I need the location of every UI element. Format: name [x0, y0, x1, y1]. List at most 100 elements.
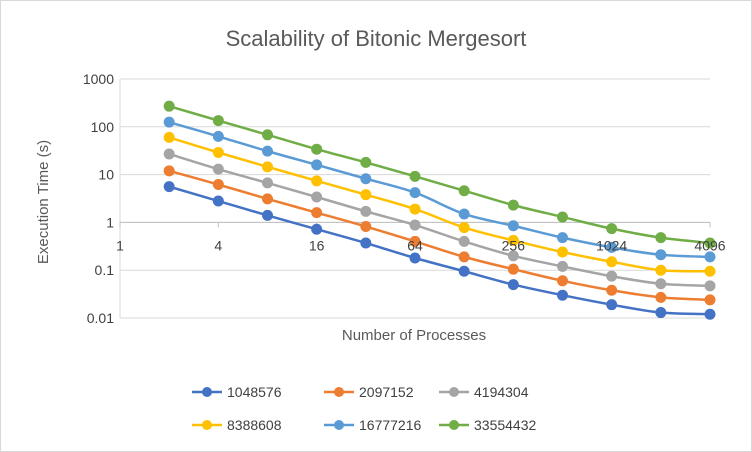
- x-tick-label: 4: [214, 237, 222, 253]
- y-tick-label: 1000: [83, 71, 114, 87]
- data-point: [311, 207, 323, 219]
- chart-title: Scalability of Bitonic Mergesort: [226, 26, 527, 51]
- y-tick-label: 10: [98, 167, 114, 183]
- legend-marker: [449, 387, 459, 397]
- data-point: [655, 232, 667, 244]
- data-point: [212, 163, 224, 175]
- data-point: [262, 161, 273, 173]
- legend-label: 1048576: [227, 384, 282, 400]
- data-point: [704, 308, 716, 320]
- data-point: [409, 219, 421, 231]
- data-point: [557, 260, 568, 272]
- series-8388608: [163, 131, 716, 277]
- data-point: [557, 232, 568, 244]
- series-layer: [163, 100, 716, 320]
- data-point: [704, 251, 716, 263]
- legend-item: 16777216: [324, 417, 422, 433]
- series-4194304: [163, 148, 716, 292]
- data-point: [507, 199, 519, 211]
- series-1048576: [163, 181, 716, 320]
- y-tick-label: 1: [106, 214, 114, 230]
- data-point: [557, 275, 568, 287]
- data-point: [704, 280, 716, 292]
- data-point: [458, 222, 470, 234]
- legend-item: 2097152: [324, 384, 414, 400]
- data-point: [606, 284, 618, 296]
- legend-item: 33554432: [439, 417, 537, 433]
- legend-label: 33554432: [474, 417, 537, 433]
- series-line: [168, 169, 711, 302]
- legend-marker: [334, 420, 344, 430]
- y-tick-label: 0.01: [87, 310, 114, 326]
- data-point: [704, 265, 716, 277]
- data-point: [507, 279, 519, 291]
- legend-label: 16777216: [359, 417, 422, 433]
- data-point: [606, 270, 618, 282]
- legend-item: 8388608: [192, 417, 282, 433]
- data-point: [557, 289, 568, 301]
- data-point: [507, 250, 519, 262]
- data-point: [311, 175, 323, 187]
- legend-label: 4194304: [474, 384, 529, 400]
- legend-marker: [202, 420, 212, 430]
- data-point: [212, 146, 224, 158]
- data-point: [360, 156, 372, 168]
- data-point: [458, 265, 470, 277]
- data-point: [606, 223, 618, 235]
- series-33554432: [163, 100, 716, 249]
- legend-item: 1048576: [192, 384, 282, 400]
- data-point: [655, 264, 667, 276]
- x-axis-label: Number of Processes: [342, 327, 486, 344]
- data-point: [163, 116, 175, 128]
- data-point: [704, 294, 716, 306]
- data-point: [409, 252, 421, 264]
- x-tick-label: 64: [407, 237, 423, 253]
- data-point: [606, 299, 618, 311]
- data-point: [507, 220, 519, 232]
- x-tick-label: 1: [116, 237, 124, 253]
- data-point: [704, 237, 716, 249]
- data-point: [212, 130, 224, 142]
- data-point: [557, 211, 568, 223]
- x-tick-label: 4096: [694, 237, 725, 253]
- data-point: [507, 263, 519, 275]
- data-point: [262, 177, 273, 189]
- data-point: [212, 195, 224, 207]
- data-point: [163, 181, 175, 193]
- data-point: [311, 223, 323, 235]
- data-point: [458, 251, 470, 263]
- data-point: [360, 189, 372, 201]
- data-point: [655, 278, 667, 290]
- data-point: [311, 143, 323, 155]
- data-point: [262, 145, 273, 157]
- y-tick-label: 100: [91, 119, 115, 135]
- data-point: [262, 193, 273, 205]
- data-point: [458, 208, 470, 220]
- legend: 1048576 2097152 4194304 8388608 16777216 3355…: [192, 384, 537, 433]
- x-tick-label: 1024: [596, 237, 627, 253]
- series-2097152: [163, 165, 716, 306]
- legend-marker: [202, 387, 212, 397]
- legend-item: 4194304: [439, 384, 529, 400]
- data-point: [163, 100, 175, 112]
- data-point: [360, 205, 372, 217]
- legend-marker: [449, 420, 459, 430]
- data-point: [163, 131, 175, 143]
- legend-label: 8388608: [227, 417, 282, 433]
- data-point: [458, 235, 470, 247]
- data-point: [409, 170, 421, 182]
- legend-marker: [334, 387, 344, 397]
- data-point: [655, 249, 667, 261]
- data-point: [458, 185, 470, 197]
- data-point: [163, 148, 175, 160]
- x-tick-label: 16: [309, 237, 325, 253]
- data-point: [409, 235, 421, 247]
- y-tick-label: 0.1: [95, 262, 115, 278]
- legend-label: 2097152: [359, 384, 414, 400]
- data-point: [311, 159, 323, 171]
- data-point: [557, 246, 568, 258]
- data-point: [360, 173, 372, 185]
